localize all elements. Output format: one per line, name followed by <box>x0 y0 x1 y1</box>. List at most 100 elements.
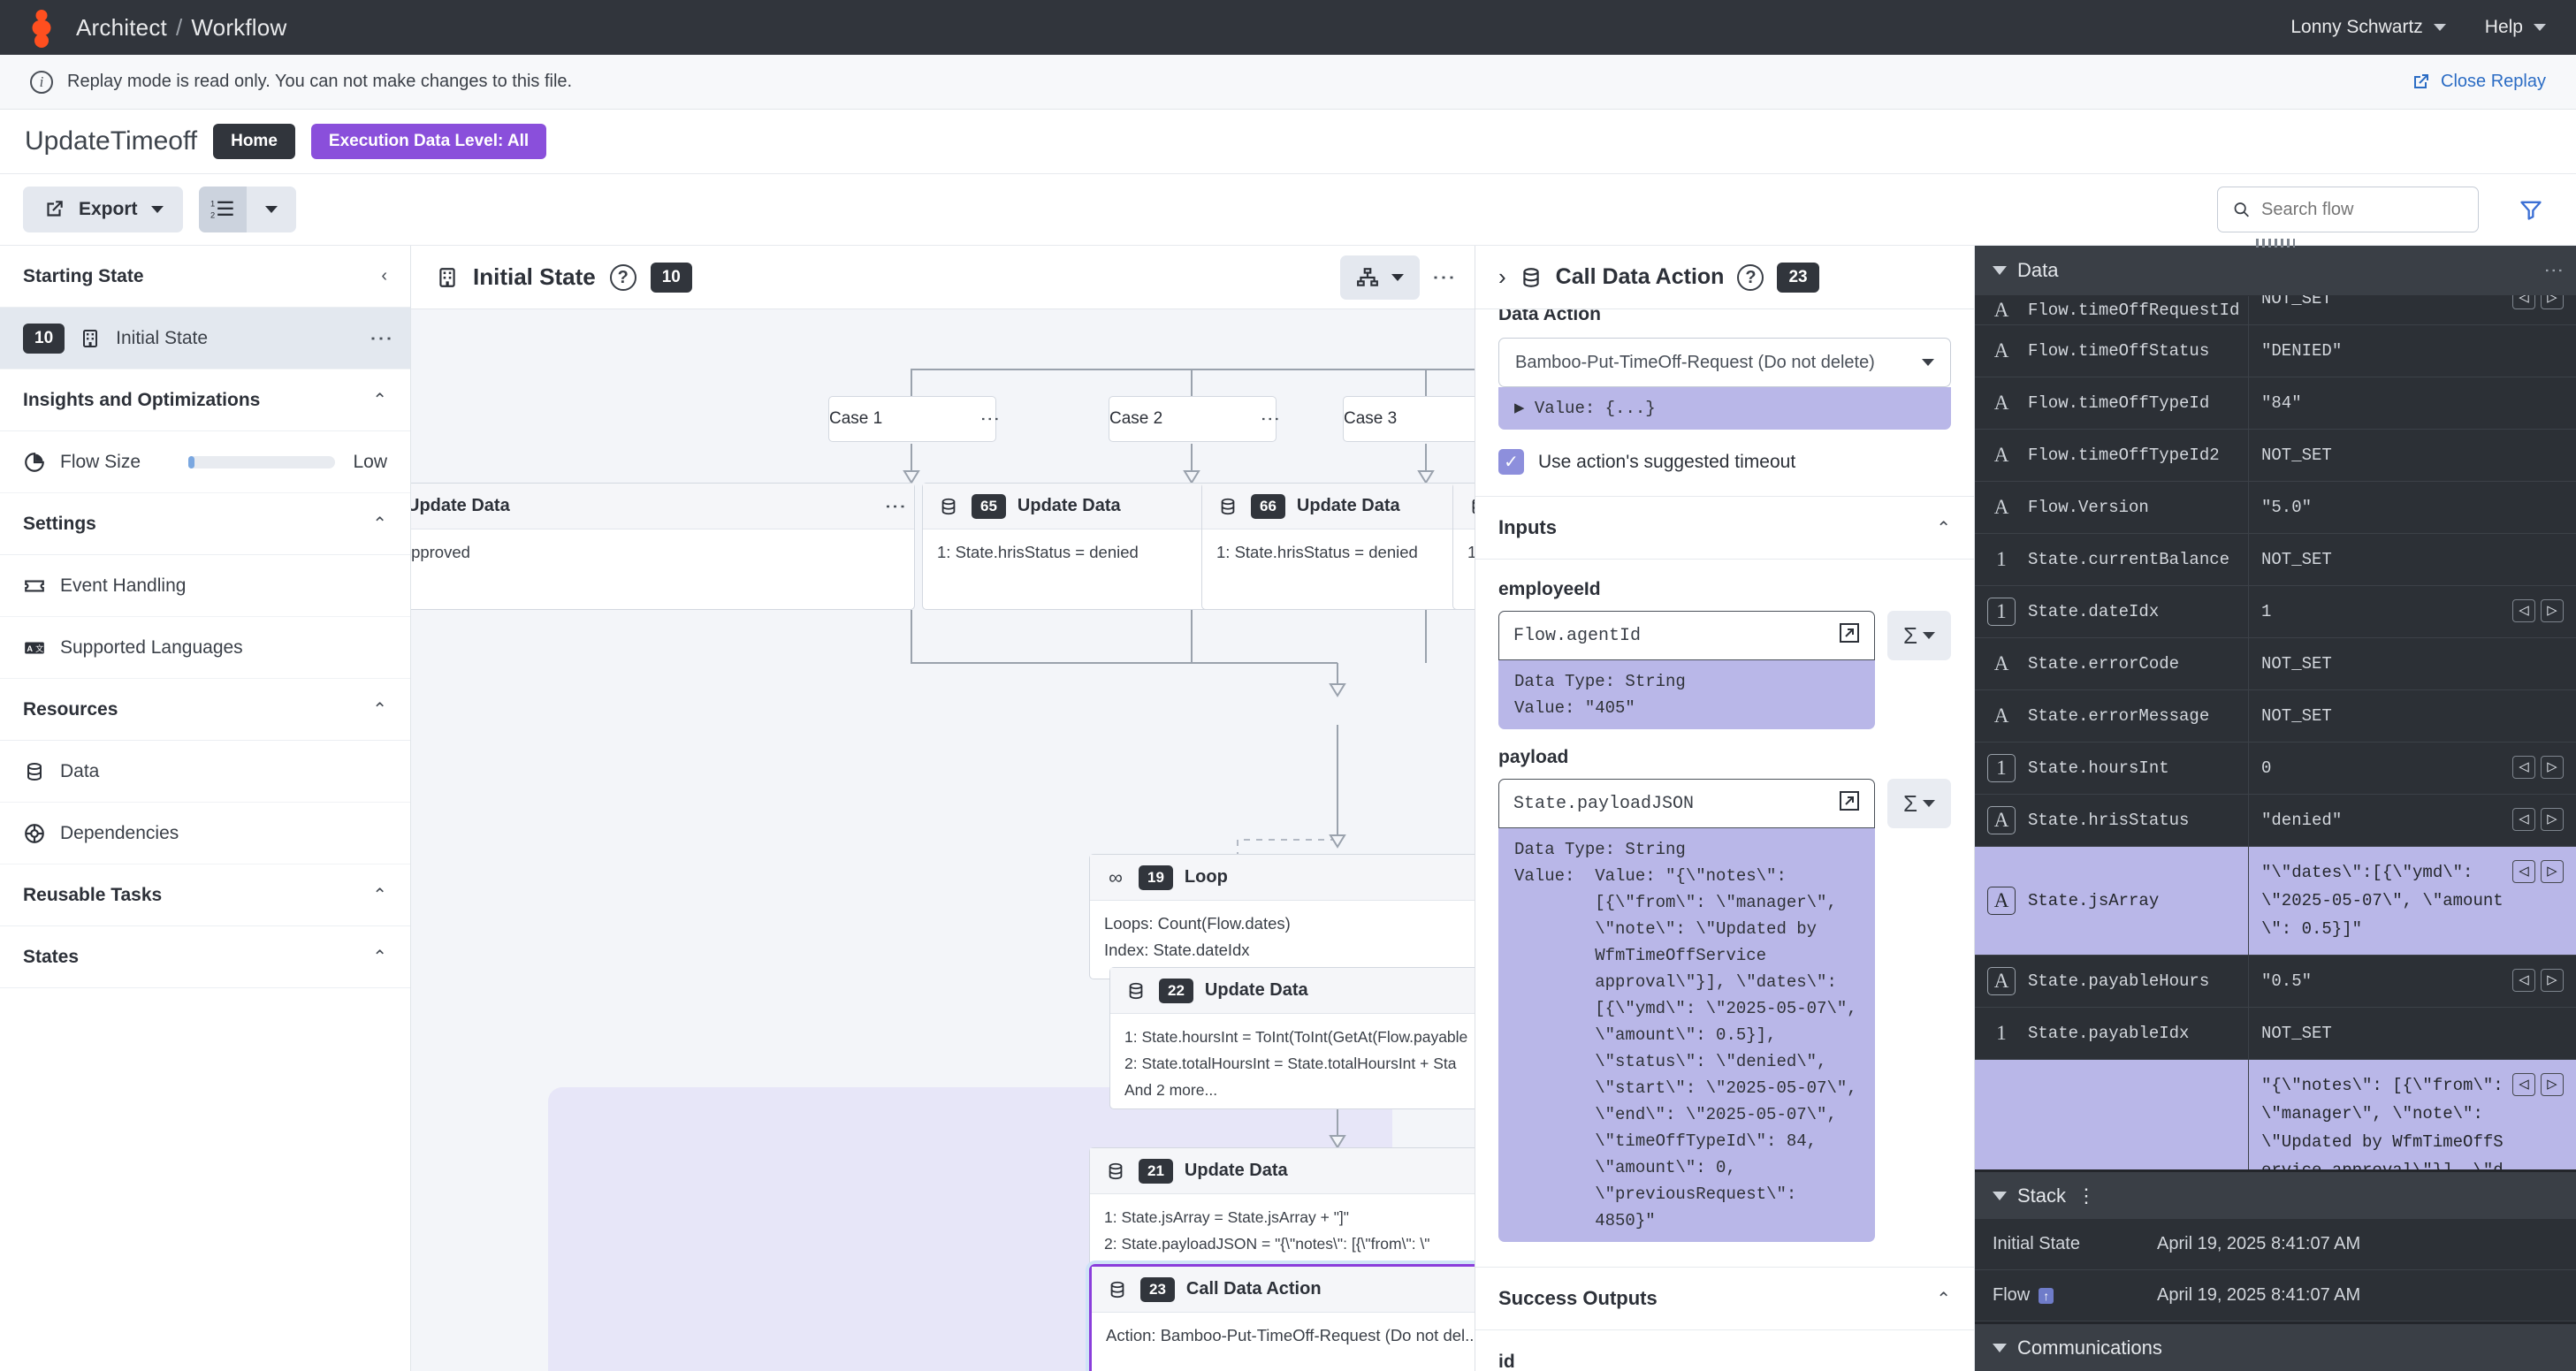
execution-data-level-badge[interactable]: Execution Data Level: All <box>310 124 547 159</box>
chevron-up-icon[interactable]: ⌃ <box>372 948 387 967</box>
overflow-menu-icon[interactable]: ⋮ <box>1260 409 1282 429</box>
data-variable-row[interactable]: A Flow.timeOffTypeId2 NOT_SET <box>1975 430 2576 482</box>
breadcrumb-section[interactable]: Workflow <box>191 13 287 41</box>
chevron-left-icon[interactable]: ‹ <box>381 266 387 286</box>
help-icon[interactable]: ? <box>1737 263 1764 291</box>
data-variable-row[interactable]: A Flow.timeOffTypeId "84" <box>1975 377 2576 430</box>
overflow-menu-icon[interactable]: ⋮ <box>883 495 907 517</box>
stack-panel-header[interactable]: Stack ⋮ <box>1975 239 2576 1219</box>
next-value-button[interactable]: ▷ <box>2541 599 2564 622</box>
stack-table[interactable]: Initial State April 19, 2025 8:41:07 AM Fl… <box>1975 1219 2576 1321</box>
update-data-node[interactable]: 67 Update Data ⋮ 1: State.hrisStatus = a… <box>1452 483 1475 610</box>
search-input[interactable] <box>2260 199 2464 220</box>
data-variable-row[interactable]: A Flow.Version "5.0" <box>1975 482 2576 534</box>
chevron-up-icon[interactable]: ⌃ <box>372 700 387 720</box>
sidebar-section-starting-state[interactable]: Starting State ‹ <box>0 246 410 308</box>
prev-value-button[interactable]: ◁ <box>2512 860 2535 883</box>
export-button[interactable]: Export <box>23 187 183 232</box>
case-node[interactable]: Case 2 ⋮ <box>1109 396 1282 442</box>
overflow-menu-icon[interactable]: ⋮ <box>369 326 395 350</box>
flow-canvas[interactable]: Case 1 ⋮ Case 2 ⋮ Case 3 ⋮ Case 4 ⋮ <box>411 309 1475 1371</box>
stack-row[interactable]: Initial State April 19, 2025 8:41:07 AM <box>1975 1219 2576 1270</box>
data-action-value-preview[interactable]: ▶ Value: {...} <box>1498 387 1951 430</box>
sidebar-section-insights[interactable]: Insights and Optimizations ⌃ <box>0 369 410 431</box>
filter-button[interactable] <box>2509 187 2553 232</box>
next-value-button[interactable]: ▷ <box>2541 969 2564 992</box>
inputs-section-header[interactable]: Inputs ⌃ <box>1475 497 1974 559</box>
chevron-up-icon[interactable]: ⌃ <box>372 886 387 905</box>
expression-mode-button[interactable]: Σ <box>1887 779 1951 828</box>
update-data-node[interactable]: 66 Update Data ⋮ 1: State.hrisStatus = d… <box>1201 483 1475 610</box>
next-value-button[interactable]: ▷ <box>2541 860 2564 883</box>
overflow-menu-icon[interactable]: ⋮ <box>979 409 1002 429</box>
case-node[interactable]: Case 1 ⋮ <box>828 396 1002 442</box>
next-value-button[interactable]: ▷ <box>2541 1073 2564 1096</box>
stack-row[interactable]: Flow ↑ April 19, 2025 8:41:07 AM <box>1975 1270 2576 1321</box>
case-node[interactable]: Case 3 ⋮ <box>1343 396 1475 442</box>
data-variable-row[interactable]: A Flow.timeOffRequestId NOT_SET ◁ ▷ <box>1975 295 2576 325</box>
sidebar-item-dependencies[interactable]: Dependencies <box>0 803 410 864</box>
payload-input[interactable]: State.payloadJSON <box>1498 779 1875 828</box>
prev-value-button[interactable]: ◁ <box>2512 1073 2535 1096</box>
chevron-up-icon[interactable]: ⌃ <box>1936 1289 1951 1309</box>
sidebar-item-data[interactable]: Data <box>0 741 410 803</box>
data-panel-header[interactable]: Data ⋮ <box>1975 246 2576 295</box>
view-mode-dropdown[interactable] <box>246 187 296 232</box>
overflow-menu-icon[interactable]: ⋮ <box>2543 261 2565 280</box>
expression-mode-button[interactable]: Σ <box>1887 611 1951 660</box>
sidebar-section-states[interactable]: States ⌃ <box>0 926 410 988</box>
data-variable-row[interactable]: A State.errorCode NOT_SET <box>1975 638 2576 690</box>
chevron-up-icon[interactable]: ⌃ <box>1936 518 1951 538</box>
expression-expand-icon[interactable] <box>1839 622 1860 650</box>
home-tab[interactable]: Home <box>213 124 295 159</box>
expand-chevron-icon[interactable]: › <box>1498 263 1506 290</box>
call-data-action-node[interactable]: 23 Call Data Action ⋮ Action: Bamboo-Put… <box>1089 1264 1475 1371</box>
search-flow-box[interactable] <box>2217 187 2479 232</box>
suggested-timeout-row[interactable]: ✓ Use action's suggested timeout <box>1475 449 1974 475</box>
next-value-button[interactable]: ▷ <box>2541 808 2564 831</box>
update-data-node[interactable]: Update Data ⋮ sStatus = approved <box>411 483 915 610</box>
data-action-select[interactable]: Bamboo-Put-TimeOff-Request (Do not delet… <box>1498 338 1951 387</box>
data-variable-row[interactable]: 1 State.currentBalance NOT_SET <box>1975 534 2576 586</box>
next-value-button[interactable]: ▷ <box>2541 295 2564 309</box>
detail-body[interactable]: Data Action Bamboo-Put-TimeOff-Request (… <box>1475 309 1974 1371</box>
data-variable-row[interactable]: A State.hrisStatus "denied" ◁ ▷ <box>1975 795 2576 847</box>
next-value-button[interactable]: ▷ <box>2541 756 2564 779</box>
update-data-node[interactable]: 22 Update Data ⋮ 1: State.hoursInt = ToI… <box>1109 967 1475 1109</box>
loop-node[interactable]: ∞ 19 Loop ⋮ Loops: Count(Flow.dates) Ind… <box>1089 854 1475 979</box>
help-icon[interactable]: ? <box>609 263 636 291</box>
user-menu[interactable]: Lonny Schwartz <box>2290 17 2446 38</box>
canvas-overflow-menu[interactable]: ⋮ <box>1431 265 1458 289</box>
sidebar-item-flow-size[interactable]: Flow Size Low <box>0 431 410 493</box>
breadcrumb-app[interactable]: Architect <box>76 13 167 41</box>
data-variable-row[interactable]: 1 State.payableIdx NOT_SET <box>1975 1008 2576 1060</box>
sidebar-item-event-handling[interactable]: Event Handling <box>0 555 410 617</box>
sidebar-item-initial-state[interactable]: 10 Initial State ⋮ <box>0 308 410 369</box>
data-variable-row[interactable]: A State.jsArray "\"dates\":[{\"ymd\": \"20… <box>1975 847 2576 956</box>
layout-button[interactable] <box>1340 255 1420 300</box>
data-variable-row[interactable]: A State.errorMessage NOT_SET <box>1975 690 2576 743</box>
overflow-menu-icon[interactable]: ⋮ <box>2077 1184 2097 1207</box>
data-variable-row[interactable]: 1 State.dateIdx 1 ◁ ▷ <box>1975 586 2576 638</box>
prev-value-button[interactable]: ◁ <box>2512 756 2535 779</box>
prev-value-button[interactable]: ◁ <box>2512 969 2535 992</box>
data-variable-row[interactable]: 1 State.hoursInt 0 ◁ ▷ <box>1975 743 2576 795</box>
help-menu[interactable]: Help <box>2485 17 2546 38</box>
sidebar-section-resources[interactable]: Resources ⌃ <box>0 679 410 741</box>
employee-id-input[interactable]: Flow.agentId <box>1498 611 1875 660</box>
expression-expand-icon[interactable] <box>1839 790 1860 818</box>
sidebar-section-reusable-tasks[interactable]: Reusable Tasks ⌃ <box>0 864 410 926</box>
chevron-up-icon[interactable]: ⌃ <box>372 514 387 534</box>
communications-panel-header[interactable]: Communications <box>1975 239 2576 1371</box>
data-variable-row[interactable]: A State.payableHours "0.5" ◁ ▷ <box>1975 956 2576 1008</box>
success-outputs-header[interactable]: Success Outputs ⌃ <box>1475 1268 1974 1329</box>
update-data-node[interactable]: 21 Update Data ⋮ 1: State.jsArray = Stat… <box>1089 1147 1475 1273</box>
data-variable-table[interactable]: A Flow.timeOffRequestId NOT_SET ◁ ▷ A Flow.tim… <box>1975 295 2576 1169</box>
chevron-up-icon[interactable]: ⌃ <box>372 391 387 410</box>
checkbox-checked-icon[interactable]: ✓ <box>1498 449 1524 475</box>
panel-resize-handle[interactable] <box>1975 246 1987 1371</box>
sidebar-section-settings[interactable]: Settings ⌃ <box>0 493 410 555</box>
